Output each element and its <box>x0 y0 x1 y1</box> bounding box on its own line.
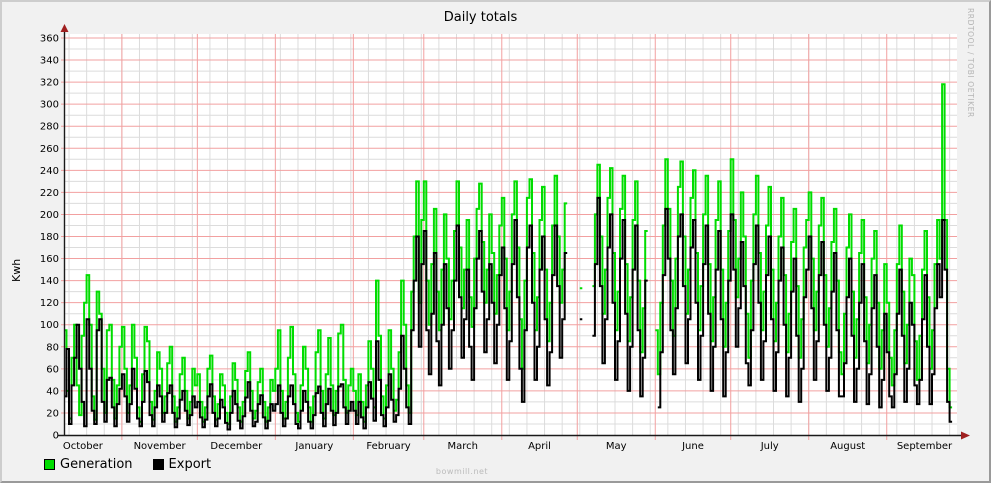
y-tick-label: 180 <box>40 232 59 243</box>
x-axis-arrow-icon <box>961 431 970 440</box>
y-tick-label: 100 <box>40 320 59 331</box>
month-label: June <box>681 441 704 452</box>
y-axis-arrow-icon <box>60 24 69 32</box>
legend-item-export: Export <box>152 457 212 472</box>
y-tick-label: 60 <box>46 364 59 375</box>
watermark-rrdtool: RRDTOOL / TOBI OETIKER <box>966 8 975 118</box>
month-label: October <box>63 441 104 452</box>
y-tick-label: 240 <box>40 166 59 177</box>
y-tick-label: 360 <box>40 34 59 45</box>
month-label: February <box>366 441 410 452</box>
month-label: April <box>528 441 551 452</box>
month-label: July <box>760 441 779 452</box>
y-tick-label: 260 <box>40 144 59 155</box>
legend-item-generation: Generation <box>44 457 133 472</box>
legend-label-export: Export <box>168 457 212 472</box>
y-tick-label: 120 <box>40 298 59 309</box>
watermark-bottom: bowmill.net <box>435 467 489 476</box>
month-label: December <box>210 441 263 452</box>
month-label: March <box>448 441 478 452</box>
export-swatch-icon <box>152 459 164 470</box>
y-tick-label: 40 <box>46 386 59 397</box>
chart-title: Daily totals <box>443 10 518 25</box>
y-tick-label: 160 <box>40 254 59 265</box>
month-label: November <box>134 441 187 452</box>
y-tick-label: 200 <box>40 210 59 221</box>
y-tick-label: 140 <box>40 276 59 287</box>
y-tick-label: 0 <box>53 431 59 442</box>
series-generation-line <box>64 83 953 425</box>
y-tick-label: 340 <box>40 56 59 67</box>
y-tick-label: 320 <box>40 78 59 89</box>
y-tick-label: 300 <box>40 100 59 111</box>
y-tick-label: 80 <box>46 342 59 353</box>
y-tick-label: 220 <box>40 188 59 199</box>
legend-label-generation: Generation <box>60 457 133 472</box>
month-label: May <box>606 441 627 452</box>
chart-legend: Generation Export <box>44 457 211 472</box>
month-label: January <box>294 441 333 452</box>
series-export-line <box>64 196 953 431</box>
month-label: September <box>897 441 953 452</box>
y-tick-label: 20 <box>46 408 59 419</box>
month-label: August <box>830 441 865 452</box>
y-tick-label: 280 <box>40 122 59 133</box>
generation-swatch-icon <box>44 459 55 470</box>
